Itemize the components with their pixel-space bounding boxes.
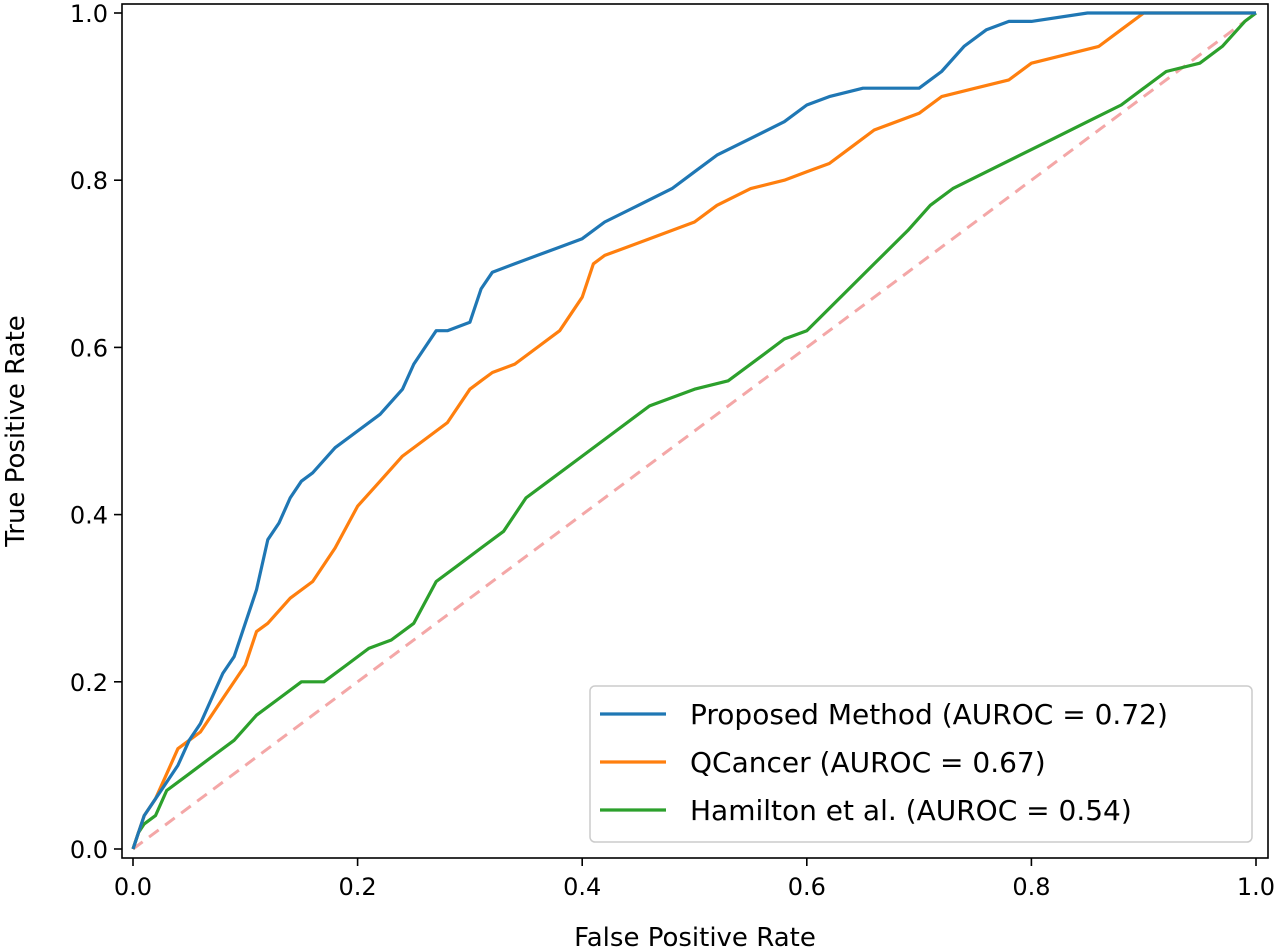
plot-frame — [121, 3, 1269, 859]
x-axis: 0.0 0.2 0.4 0.6 0.8 1.0 — [114, 858, 1275, 901]
y-tick-label: 0.8 — [70, 167, 108, 195]
legend-box — [589, 685, 1253, 843]
y-axis-label: True Positive Rate — [1, 315, 31, 548]
series-line-2 — [131, 11, 1257, 850]
series-layer — [131, 11, 1257, 851]
series-line-1 — [131, 11, 1256, 850]
x-tick-label: 0.0 — [114, 873, 152, 901]
legend-label: Hamilton et al. (AUROC = 0.54) — [690, 794, 1132, 827]
series-line-0 — [131, 11, 1256, 850]
x-tick-label: 0.8 — [1012, 873, 1050, 901]
x-axis-label: False Positive Rate — [574, 923, 816, 952]
x-tick-label: 1.0 — [1237, 873, 1275, 901]
y-tick-label: 0.6 — [70, 334, 108, 362]
y-tick-label: 0.4 — [70, 502, 108, 530]
y-tick-label: 1.0 — [70, 0, 108, 28]
y-tick-label: 0.0 — [70, 836, 108, 864]
x-tick-label: 0.2 — [339, 873, 377, 901]
legend: Proposed Method (AUROC = 0.72) QCancer (A… — [589, 685, 1253, 843]
y-axis: 0.0 0.2 0.4 0.6 0.8 1.0 — [70, 0, 122, 864]
y-tick-label: 0.2 — [70, 669, 108, 697]
x-tick-label: 0.6 — [788, 873, 826, 901]
chance-diagonal-line — [132, 11, 1257, 851]
legend-label: QCancer (AUROC = 0.67) — [690, 746, 1046, 779]
x-tick-label: 0.4 — [563, 873, 601, 901]
legend-label: Proposed Method (AUROC = 0.72) — [690, 698, 1168, 731]
